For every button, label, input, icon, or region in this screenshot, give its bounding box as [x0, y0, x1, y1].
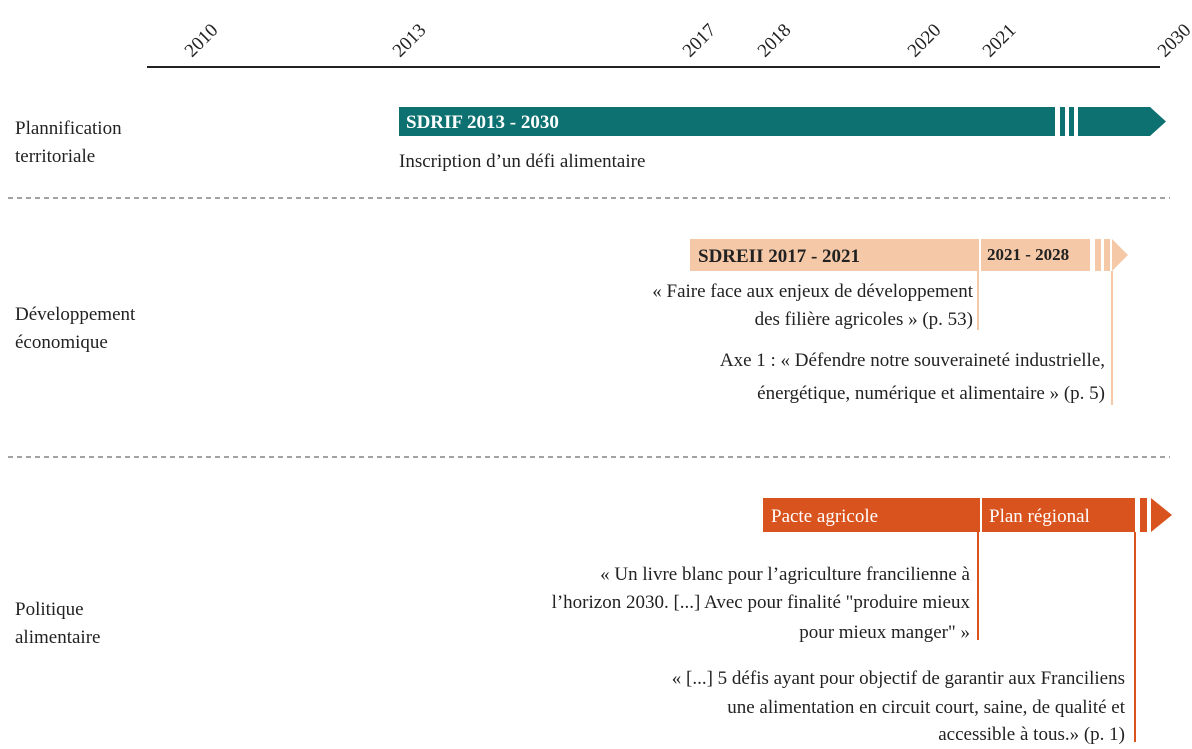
note: accessible à tous.» (p. 1) [938, 724, 1125, 745]
note: Axe 1 : « Défendre notre souveraineté in… [720, 350, 1105, 371]
note: Inscription d’un défi alimentaire [399, 151, 645, 172]
note: une alimentation en circuit court, saine… [727, 697, 1126, 718]
year: 2010 [181, 20, 223, 62]
year: 2018 [754, 20, 796, 62]
row-label: alimentaire [15, 627, 100, 648]
bar-sdrif [399, 107, 1166, 136]
years: 2010 2013 2017 2018 2020 2021 2030 [181, 20, 1192, 62]
bar-label: 2021 - 2028 [987, 245, 1069, 264]
note: « Faire face aux enjeux de développement [652, 281, 973, 302]
bar-sdreii [690, 239, 1128, 271]
row-label: Plannification [15, 118, 122, 139]
year: 2013 [389, 20, 431, 62]
bar-label: SDRIF 2013 - 2030 [406, 112, 559, 133]
note: « [...] 5 défis ayant pour objectif de g… [672, 668, 1125, 689]
note: des filière agricoles » (p. 53) [755, 309, 973, 330]
note: « Un livre blanc pour l’agriculture fran… [600, 564, 970, 585]
note: énergétique, numérique et alimentaire » … [757, 383, 1105, 404]
bar-pacte [763, 498, 1172, 532]
bar-label: Plan régional [989, 506, 1090, 527]
note: l’horizon 2030. [...] Avec pour finalité… [552, 592, 971, 613]
row-label: économique [15, 332, 108, 353]
bar-label: Pacte agricole [771, 506, 878, 527]
year: 2020 [904, 20, 946, 62]
row-label: territoriale [15, 146, 95, 167]
year: 2021 [979, 20, 1021, 62]
year: 2017 [679, 20, 721, 62]
year: 2030 [1154, 20, 1192, 62]
row-label: Politique [15, 599, 84, 620]
note: pour mieux manger" » [799, 622, 970, 643]
bar-label: SDREII 2017 - 2021 [698, 246, 860, 267]
row-label: Développement [15, 304, 136, 325]
